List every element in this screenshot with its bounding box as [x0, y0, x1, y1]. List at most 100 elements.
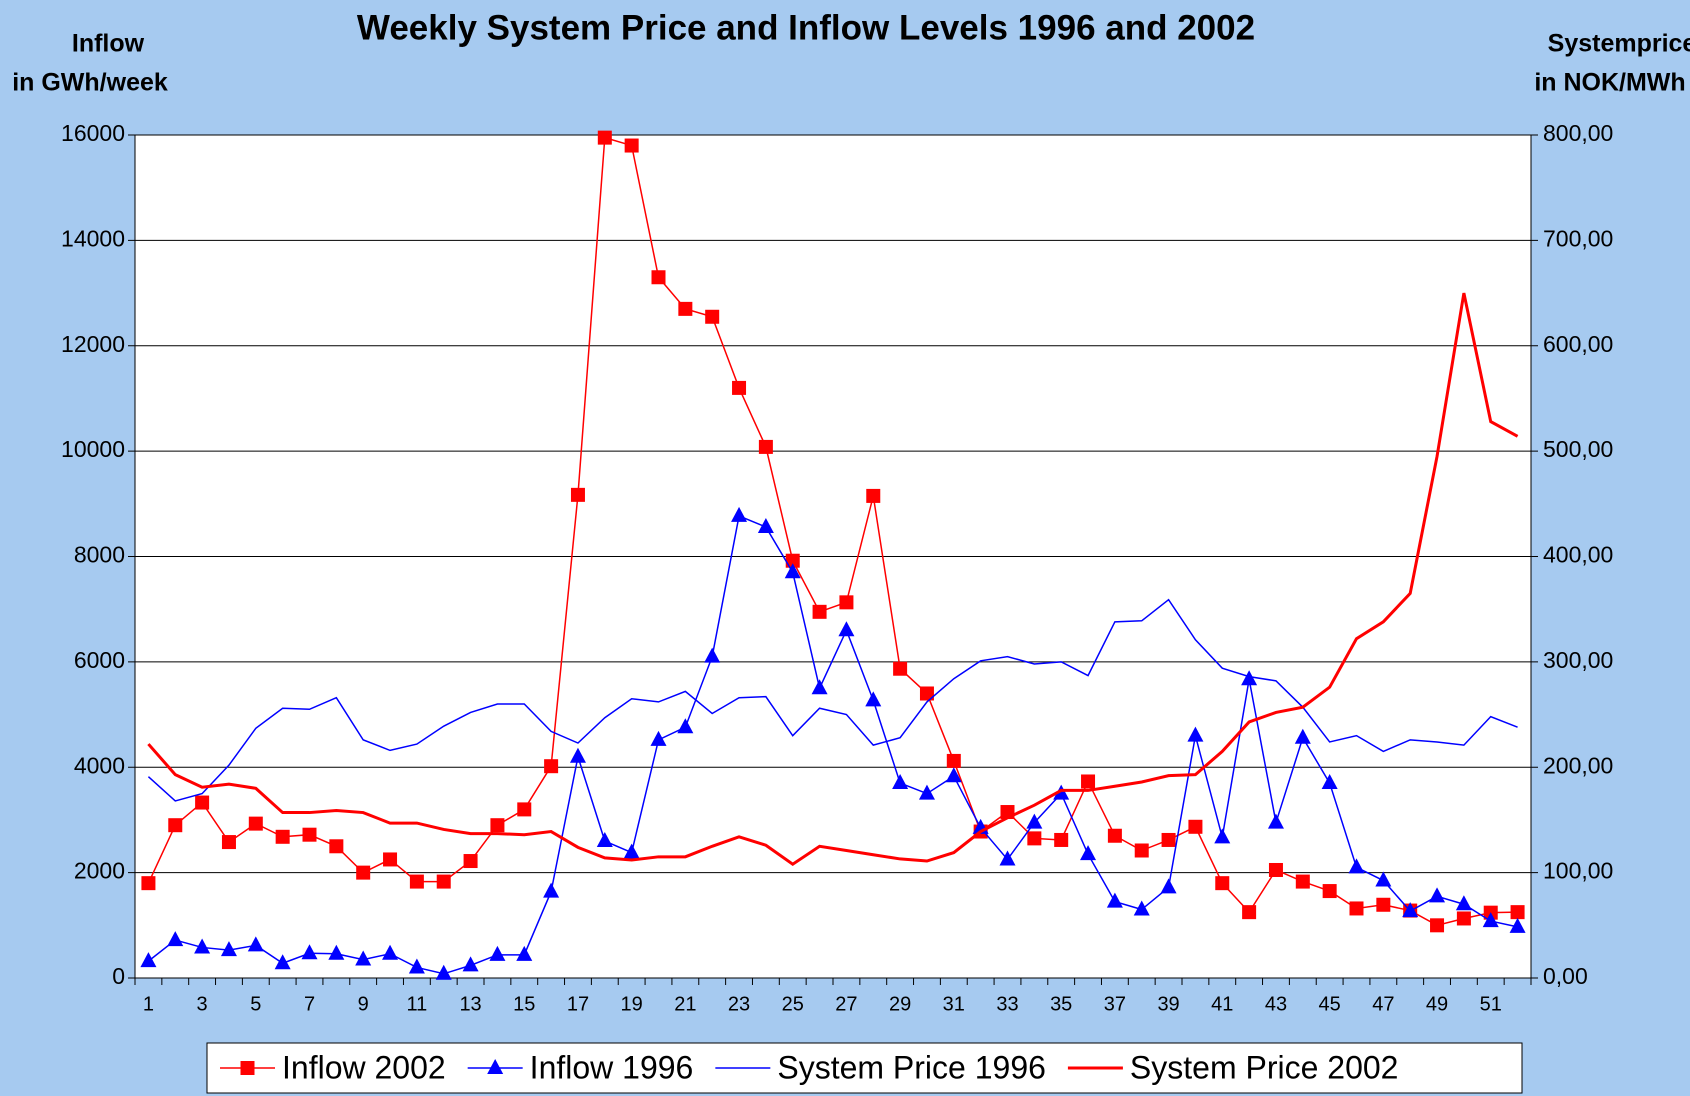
marker — [918, 784, 935, 800]
y2-tick-label: 800,00 — [1543, 120, 1613, 146]
marker — [1267, 813, 1284, 829]
x-tick-label: 37 — [1104, 993, 1126, 1015]
marker — [1455, 895, 1472, 911]
x-tick-label: 19 — [621, 993, 643, 1015]
series-line — [147, 136, 1518, 927]
marker — [1242, 905, 1257, 920]
marker — [1026, 813, 1043, 829]
x-tick-label: 43 — [1265, 993, 1287, 1015]
x-tick-label: 25 — [782, 993, 804, 1015]
marker — [1402, 902, 1419, 918]
marker — [1322, 884, 1337, 899]
marker — [866, 488, 881, 503]
y2-axis-label: Systemprice — [1548, 30, 1690, 58]
chart-title: Weekly System Price and Inflow Levels 19… — [357, 8, 1255, 47]
legend-label: System Price 1996 — [777, 1049, 1046, 1085]
marker — [1107, 828, 1122, 843]
x-tick-label: 3 — [197, 993, 208, 1015]
series-line — [147, 292, 1519, 867]
marker — [651, 270, 666, 285]
marker — [838, 621, 855, 637]
x-tick-label: 1 — [143, 993, 154, 1015]
legend-label: Inflow 2002 — [282, 1049, 446, 1085]
marker — [517, 802, 532, 817]
marker — [732, 380, 747, 395]
marker — [489, 945, 506, 961]
marker — [569, 747, 586, 763]
y-tick-label: 10000 — [61, 436, 125, 462]
marker — [757, 517, 774, 533]
marker — [436, 874, 451, 889]
marker — [220, 941, 237, 957]
marker — [1161, 832, 1176, 847]
marker — [596, 832, 613, 848]
y-tick-label: 8000 — [74, 542, 125, 568]
marker — [892, 774, 909, 790]
x-tick-label: 7 — [304, 993, 315, 1015]
marker — [140, 952, 157, 968]
marker — [893, 661, 908, 676]
y-tick-label: 14000 — [61, 225, 125, 251]
y-tick-label: 6000 — [74, 647, 125, 673]
marker — [240, 1061, 255, 1075]
marker — [1081, 774, 1096, 789]
marker — [1134, 843, 1149, 858]
marker — [678, 301, 693, 316]
marker — [597, 130, 612, 145]
marker — [383, 852, 398, 867]
marker — [999, 850, 1016, 866]
marker — [812, 604, 827, 619]
marker — [1106, 892, 1123, 908]
marker — [463, 854, 478, 869]
y2-axis-label: in NOK/MWh — [1534, 69, 1685, 97]
x-tick-label: 47 — [1372, 993, 1394, 1015]
marker — [570, 487, 585, 502]
marker — [1348, 858, 1365, 874]
y2-tick-label: 500,00 — [1543, 436, 1613, 462]
marker — [705, 309, 720, 324]
legend-box — [206, 1042, 1523, 1094]
marker — [1294, 728, 1311, 744]
x-tick-label: 31 — [943, 993, 965, 1015]
x-tick-label: 35 — [1050, 993, 1072, 1015]
marker — [328, 944, 345, 960]
marker — [248, 816, 263, 831]
marker — [356, 865, 371, 880]
legend-label: Inflow 1996 — [530, 1049, 694, 1085]
y2-tick-label: 700,00 — [1543, 225, 1613, 251]
marker — [1187, 726, 1204, 742]
y2-tick-label: 200,00 — [1543, 752, 1613, 778]
marker — [839, 595, 854, 610]
x-tick-label: 15 — [513, 993, 535, 1015]
marker — [1295, 874, 1310, 889]
marker — [409, 874, 424, 889]
y2-tick-label: 400,00 — [1543, 542, 1613, 568]
marker — [758, 439, 773, 454]
marker — [946, 753, 961, 768]
marker — [1027, 831, 1042, 846]
marker — [704, 647, 721, 663]
marker — [1188, 819, 1203, 834]
marker — [1456, 911, 1471, 926]
x-tick-label: 49 — [1426, 993, 1448, 1015]
y2-tick-label: 600,00 — [1543, 331, 1613, 357]
x-tick-label: 45 — [1319, 993, 1341, 1015]
marker — [487, 1059, 504, 1074]
marker — [945, 767, 962, 783]
x-tick-label: 33 — [996, 993, 1018, 1015]
marker — [247, 936, 264, 952]
marker — [194, 938, 211, 954]
marker — [1080, 845, 1097, 861]
marker — [677, 718, 694, 734]
marker — [544, 759, 559, 774]
marker — [275, 829, 290, 844]
x-tick-label: 21 — [674, 993, 696, 1015]
marker — [1133, 900, 1150, 916]
y-axis-label: Inflow — [72, 30, 145, 58]
marker — [650, 730, 667, 746]
marker — [1482, 912, 1499, 928]
x-tick-label: 41 — [1211, 993, 1233, 1015]
y-tick-label: 16000 — [61, 120, 125, 146]
marker — [302, 827, 317, 842]
x-tick-label: 13 — [459, 993, 481, 1015]
